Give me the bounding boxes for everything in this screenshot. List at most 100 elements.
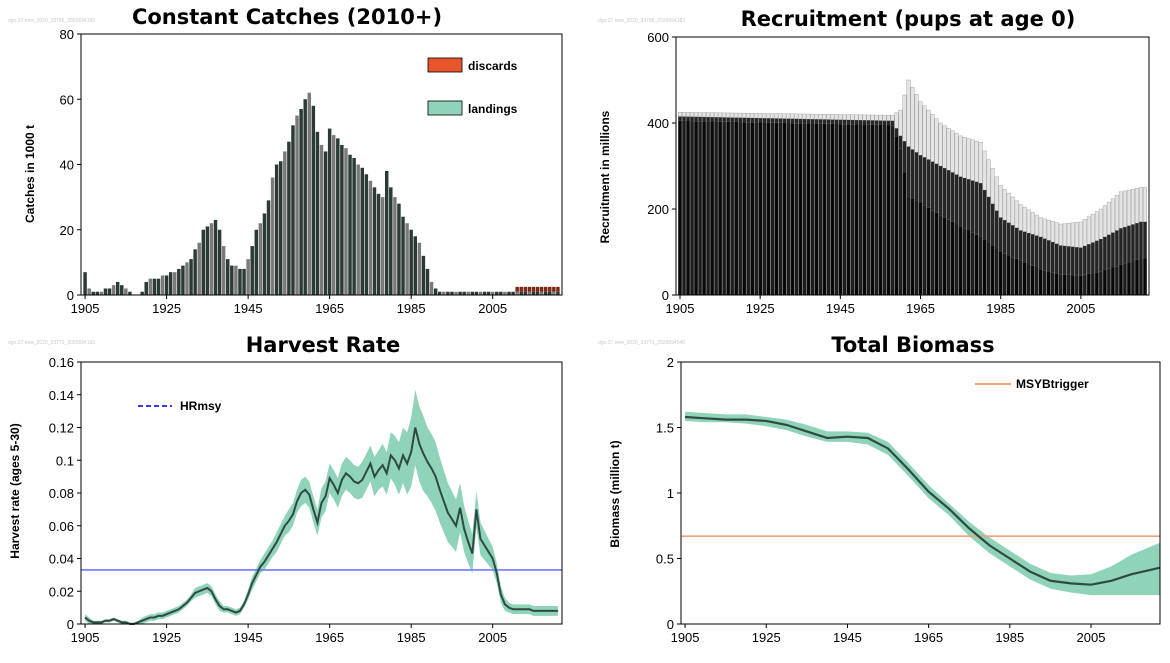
recruitment-upper-bar (962, 136, 967, 179)
catches-panel: dgo.27.new_2020_33786_2020694183 Constan… (8, 5, 563, 316)
recruitment-upper-bar (802, 113, 807, 120)
recruitment-upper-bar (722, 112, 727, 118)
recruitment-lower-bar (746, 122, 750, 295)
recruitment-middle-bar (750, 118, 754, 123)
catches-landings-bar (279, 161, 283, 295)
recruitment-upper-bar (682, 112, 687, 117)
catches-y-tick-label: 40 (60, 158, 74, 173)
recruitment-title: Recruitment (pups at age 0) (741, 7, 1076, 31)
recruitment-middle-bar (1095, 240, 1099, 273)
recruitment-lower-bar (858, 124, 863, 295)
recruitment-middle-bar (754, 118, 758, 123)
recruitment-upper-bar (926, 109, 931, 160)
recruitment-upper-bar (810, 113, 815, 120)
recruitment-lower-bar (886, 125, 891, 295)
catches-landings-bar (311, 105, 316, 296)
recruitment-middle-bar (1050, 242, 1055, 273)
catches-landings-bar (462, 291, 466, 295)
recruitment-lower-bar (898, 148, 903, 295)
recruitment-middle-bar (978, 183, 983, 237)
biomass-y-tick-label: 2 (667, 355, 674, 370)
recruitment-upper-bar (910, 86, 915, 150)
recruitment-lower-bar (818, 123, 823, 295)
harvest-x-tick-label: 1945 (234, 630, 263, 645)
recruitment-middle-bar (682, 116, 686, 121)
recruitment-lower-bar (798, 123, 803, 295)
recruitment-upper-bar (1086, 216, 1091, 245)
recruitment-lower-bar (774, 122, 779, 295)
catches-landings-bar (372, 187, 377, 295)
legend-swatch-discards (427, 57, 463, 73)
recruitment-upper-bar (1110, 198, 1115, 233)
recruitment-upper-bar (858, 114, 863, 121)
recruitment-upper-bar (954, 133, 959, 175)
recruitment-middle-bar (1127, 225, 1131, 263)
biomass-x-tick-label: 1925 (752, 630, 781, 645)
recruitment-lower-bar (714, 121, 718, 295)
catches-x-tick-label: 1945 (234, 301, 263, 316)
recruitment-middle-bar (1002, 220, 1007, 254)
recruitment-upper-bar (1074, 222, 1079, 248)
recruitment-lower-bar (850, 124, 855, 295)
catches-x-tick-label: 1925 (152, 301, 181, 316)
recruitment-y-tick-label: 200 (647, 202, 669, 217)
catches-landings-bar (230, 265, 234, 295)
recruitment-upper-bar (1118, 191, 1123, 229)
recruitment-middle-bar (962, 178, 967, 229)
catches-landings-bar (364, 174, 369, 295)
recruitment-middle-bar (926, 159, 931, 208)
recruitment-lower-bar (1123, 263, 1127, 295)
recruitment-upper-bar (1122, 190, 1127, 228)
catches-landings-bar (433, 288, 438, 295)
recruitment-upper-bar (714, 112, 719, 118)
legend-label-hrmsy: HRmsy (180, 399, 222, 413)
recruitment-middle-bar (678, 116, 682, 121)
catches-landings-bar (368, 180, 373, 295)
recruitment-lower-bar (726, 121, 730, 295)
catches-landings-bar (144, 281, 148, 295)
recruitment-upper-bar (1138, 187, 1143, 223)
catches-y-tick-label: 80 (60, 27, 74, 42)
recruitment-lower-bar (1099, 271, 1103, 295)
recruitment-upper-bar (938, 122, 943, 167)
recruitment-upper-bar (678, 112, 683, 117)
harvest-y-tick-label: 0 (67, 617, 74, 632)
catches-landings-bar (401, 216, 405, 295)
recruitment-upper-bar (982, 150, 987, 191)
recruitment-middle-bar (1091, 242, 1095, 274)
catches-landings-bar (336, 138, 340, 295)
recruitment-lower-bar (910, 198, 915, 295)
recruitment-lower-bar (1131, 261, 1135, 295)
recruitment-lower-bar (998, 252, 1003, 295)
recruitment-lower-bar (946, 219, 951, 295)
catches-discards-bar (548, 286, 552, 292)
recruitment-middle-bar (1034, 235, 1039, 268)
recruitment-upper-bar (1126, 189, 1131, 226)
recruitment-middle-bar (854, 120, 859, 125)
recruitment-upper-bar (898, 109, 903, 137)
biomass-line (684, 415, 1161, 586)
recruitment-middle-bar (798, 118, 803, 124)
recruitment-lower-bar (1038, 269, 1043, 295)
recruitment-lower-bar (1087, 273, 1091, 295)
catches-landings-bar (356, 164, 360, 295)
recruitment-lower-bar (830, 123, 835, 295)
recruitment-lower-bar (934, 212, 939, 295)
recruitment-lower-bar (950, 221, 955, 295)
catches-landings-bar (495, 291, 499, 295)
recruitment-y-tick-label: 400 (647, 116, 669, 131)
recruitment-upper-bar (942, 125, 947, 169)
recruitment-lower-bar (914, 200, 919, 295)
recruitment-middle-bar (958, 176, 963, 227)
recruitment-lower-bar (1018, 260, 1023, 295)
catches-landings-bar (160, 275, 165, 295)
harvest-y-tick-label: 0.02 (49, 584, 74, 599)
recruitment-upper-bar (934, 118, 939, 165)
recruitment-upper-bar (1054, 222, 1059, 245)
recruitment-upper-bar (966, 138, 971, 180)
recruitment-upper-bar (694, 112, 699, 118)
recruitment-middle-bar (862, 120, 867, 125)
recruitment-middle-bar (1139, 221, 1143, 259)
recruitment-middle-bar (1063, 245, 1067, 275)
